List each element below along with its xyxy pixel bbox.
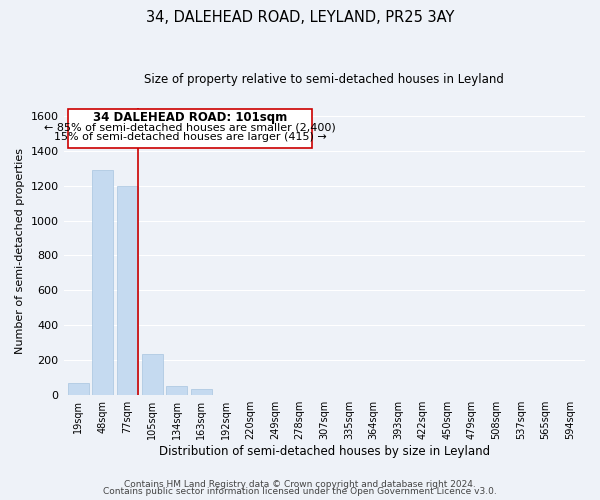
Bar (92, 170, 113, 394)
Bar (166, 386, 187, 394)
Y-axis label: Number of semi-detached properties: Number of semi-detached properties (15, 148, 25, 354)
Text: 34 DALEHEAD ROAD: 101sqm: 34 DALEHEAD ROAD: 101sqm (93, 111, 287, 124)
Text: Contains public sector information licensed under the Open Government Licence v3: Contains public sector information licen… (103, 488, 497, 496)
Title: Size of property relative to semi-detached houses in Leyland: Size of property relative to semi-detach… (145, 72, 504, 86)
Bar (117, 186, 138, 394)
Text: 34, DALEHEAD ROAD, LEYLAND, PR25 3AY: 34, DALEHEAD ROAD, LEYLAND, PR25 3AY (146, 10, 454, 25)
Bar (191, 390, 212, 394)
FancyBboxPatch shape (68, 109, 312, 148)
Bar (68, 384, 89, 394)
X-axis label: Distribution of semi-detached houses by size in Leyland: Distribution of semi-detached houses by … (159, 444, 490, 458)
Text: ← 85% of semi-detached houses are smaller (2,400): ← 85% of semi-detached houses are smalle… (44, 123, 336, 133)
Text: 15% of semi-detached houses are larger (415) →: 15% of semi-detached houses are larger (… (54, 132, 326, 141)
Bar (142, 354, 163, 395)
Text: Contains HM Land Registry data © Crown copyright and database right 2024.: Contains HM Land Registry data © Crown c… (124, 480, 476, 489)
